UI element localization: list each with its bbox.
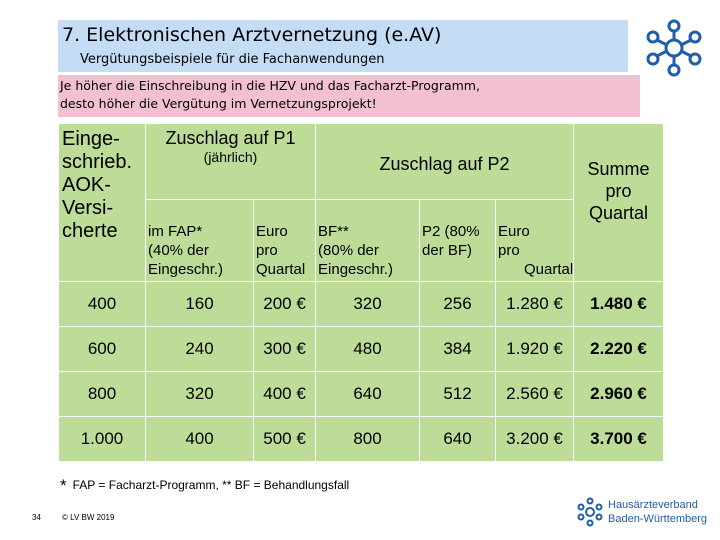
header-fap-l2: (40% der — [148, 242, 209, 259]
header-euro-1: Euro pro Quartal — [252, 199, 317, 282]
cell-p2-euro: 3.200 € — [495, 416, 575, 462]
cell-p1-euro: 500 € — [252, 416, 317, 462]
header-fap: im FAP* (40% der Eingeschr.) — [145, 199, 254, 282]
cell-fap: 320 — [145, 371, 254, 417]
header-insured-l4: Versi- — [62, 197, 114, 219]
cell-p2-share: 512 — [419, 371, 497, 417]
brand-logo-icon — [577, 497, 603, 527]
cell-p1-euro: 200 € — [252, 281, 317, 327]
note-line-2: desto höher die Vergütung im Vernetzungs… — [60, 96, 377, 111]
cell-p2-euro: 1.280 € — [495, 281, 575, 327]
cell-p2-share: 384 — [419, 326, 497, 372]
header-p2-title: Zuschlag auf P2 — [379, 154, 510, 174]
page-number: 34 — [32, 513, 41, 522]
cell-fap: 240 — [145, 326, 254, 372]
header-p1: Zuschlag auf P1 (jährlich) — [144, 123, 317, 200]
note-line-1: Je höher die Einschreibung in die HZV un… — [60, 78, 480, 93]
cell-p2-euro: 2.560 € — [495, 371, 575, 417]
page-title: 7. Elektronischen Arztvernetzung (e.AV) — [62, 24, 442, 46]
header-fap-l3: Eingeschr.) — [148, 261, 224, 278]
header-p2-share-l2: der BF) — [422, 242, 473, 259]
cell-sum: 2.220 € — [573, 326, 665, 372]
header-sum-l2: pro — [605, 181, 632, 201]
table-row: 1.000 400 500 € 800 640 3.200 € 3.700 € — [58, 416, 665, 462]
header-insured: Einge- schrieb. AOK- Versi- cherte — [58, 123, 146, 282]
header-euro-2-l3: Quartal — [524, 261, 574, 278]
cell-fap: 160 — [145, 281, 254, 327]
header-fap-l1: im FAP* — [148, 223, 203, 240]
header-insured-l3: AOK- — [62, 174, 111, 196]
header-sum-l3: Quartal — [589, 203, 649, 223]
cell-p1-euro: 300 € — [252, 326, 317, 372]
header-bf: BF** (80% der Eingeschr.) — [315, 199, 421, 282]
cell-insured: 600 — [58, 326, 146, 372]
header-p2-share-l1: P2 (80% — [422, 223, 480, 240]
header-insured-l5: cherte — [62, 220, 118, 242]
cell-p2-share: 256 — [419, 281, 497, 327]
cell-fap: 400 — [145, 416, 254, 462]
cell-p2-euro: 1.920 € — [495, 326, 575, 372]
header-euro-2-l2: pro — [498, 242, 520, 259]
cell-sum: 3.700 € — [573, 416, 665, 462]
page-subtitle: Vergütungsbeispiele für die Fachanwendun… — [80, 52, 385, 67]
cell-bf: 640 — [315, 371, 421, 417]
cell-p2-share: 640 — [419, 416, 497, 462]
cell-sum: 2.960 € — [573, 371, 665, 417]
footnote: * FAP = Facharzt-Programm, ** BF = Behand… — [60, 476, 349, 496]
footnote-star: * — [60, 476, 67, 495]
header-euro-2-l1: Euro — [498, 223, 530, 240]
cell-bf: 480 — [315, 326, 421, 372]
header-euro-2: Euro pro Quartal — [495, 199, 575, 282]
header-insured-l1: Einge- — [62, 128, 120, 150]
cell-insured: 800 — [58, 371, 146, 417]
highlight-note: Je höher die Einschreibung in die HZV un… — [58, 75, 640, 117]
footnote-text: FAP = Facharzt-Programm, ** BF = Behandl… — [72, 478, 350, 492]
header-bf-l3: Eingeschr.) — [318, 261, 394, 278]
cell-sum: 1.480 € — [573, 281, 665, 327]
remuneration-table: Einge- schrieb. AOK- Versi- cherte Zusch… — [58, 123, 665, 462]
cell-bf: 800 — [315, 416, 421, 462]
header-p1-title: Zuschlag auf P1 — [165, 128, 296, 148]
header-sum-l1: Summe — [587, 159, 650, 179]
header-euro-1-l2: pro — [256, 242, 278, 259]
cell-p1-euro: 400 € — [252, 371, 317, 417]
header-euro-1-l3: Quartal — [256, 261, 306, 278]
table-row: 800 320 400 € 640 512 2.560 € 2.960 € — [58, 371, 665, 417]
brand-name-line2: Baden-Württemberg — [608, 513, 708, 525]
association-logo-icon — [646, 19, 702, 77]
copyright: © LV BW 2019 — [62, 513, 115, 522]
header-p1-subtitle: (jährlich) — [203, 149, 258, 165]
table-row: 600 240 300 € 480 384 1.920 € 2.220 € — [58, 326, 665, 372]
header-p2-share: P2 (80% der BF) — [419, 199, 497, 282]
table-row: 400 160 200 € 320 256 1.280 € 1.480 € — [58, 281, 665, 327]
header-bf-l2: (80% der — [318, 242, 379, 259]
brand-name-line1: Hausärzteverband — [608, 499, 698, 511]
cell-insured: 400 — [58, 281, 146, 327]
cell-insured: 1.000 — [58, 416, 146, 462]
cell-bf: 320 — [315, 281, 421, 327]
title-box: 7. Elektronischen Arztvernetzung (e.AV) … — [58, 20, 628, 72]
header-bf-l1: BF** — [318, 223, 349, 240]
header-euro-1-l1: Euro — [256, 223, 288, 240]
brand-text: Hausärzteverband Baden-Württemberg — [608, 498, 718, 526]
header-insured-l2: schrieb. — [62, 151, 133, 173]
header-p2: Zuschlag auf P2 — [315, 123, 575, 200]
header-sum: Summe pro Quartal — [573, 123, 665, 282]
